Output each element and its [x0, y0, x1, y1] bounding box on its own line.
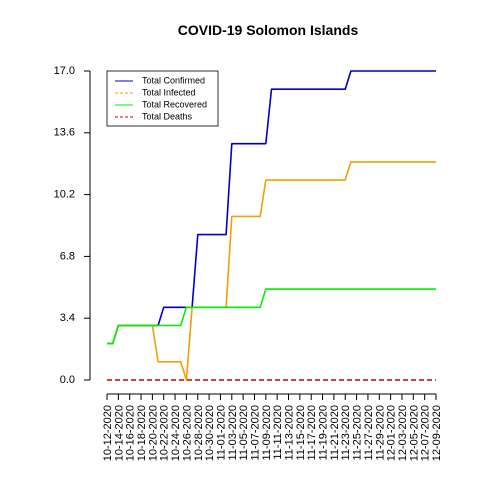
legend: Total Confirmed Total Infected Total Recov…	[107, 71, 218, 126]
y-tick-label: 17.0	[54, 65, 75, 77]
chart-title: COVID-19 Solomon Islands	[178, 22, 359, 38]
legend-label: Total Recovered	[142, 99, 207, 109]
x-tick-label: 10-14-2020	[113, 405, 125, 461]
x-tick-label: 10-12-2020	[102, 405, 114, 461]
x-tick-label: 10-16-2020	[125, 405, 137, 461]
x-tick-label: 10-26-2020	[181, 405, 193, 461]
x-tick-label: 12-05-2020	[408, 405, 420, 461]
x-tick-label: 11-21-2020	[329, 405, 341, 460]
x-tick-label: 12-09-2020	[431, 405, 443, 461]
x-tick-label: 11-25-2020	[352, 405, 364, 460]
x-tick-label: 11-07-2020	[249, 405, 261, 460]
x-tick-label: 10-18-2020	[136, 405, 148, 461]
y-tick-label: 6.8	[60, 250, 75, 262]
x-axis-ticks: 10-12-2020 10-14-2020 10-16-2020 10-18-2020…	[102, 394, 443, 461]
x-tick-label: 11-01-2020	[215, 405, 227, 460]
x-tick-label: 11-11-2020	[272, 405, 284, 460]
x-tick-label: 10-22-2020	[159, 405, 171, 461]
legend-label: Total Deaths	[142, 111, 193, 121]
y-tick-label: 13.6	[54, 127, 75, 139]
y-tick-label: 0.0	[60, 374, 75, 386]
x-tick-label: 11-13-2020	[284, 405, 296, 460]
y-tick-label: 10.2	[54, 189, 75, 201]
x-tick-label: 12-03-2020	[397, 405, 409, 461]
x-tick-label: 12-01-2020	[386, 405, 398, 461]
x-tick-label: 10-28-2020	[193, 405, 205, 461]
series-line-total-infected	[107, 162, 436, 380]
x-tick-label: 11-03-2020	[227, 405, 239, 460]
x-tick-label: 11-15-2020	[295, 405, 307, 460]
y-tick-label: 3.4	[60, 312, 75, 324]
legend-label: Total Confirmed	[142, 75, 205, 85]
x-tick-label: 11-05-2020	[238, 405, 250, 460]
x-tick-label: 11-19-2020	[318, 405, 330, 460]
x-tick-label: 10-24-2020	[170, 405, 182, 461]
x-tick-label: 12-07-2020	[420, 405, 432, 461]
x-tick-label: 10-30-2020	[204, 405, 216, 461]
legend-label: Total Infected	[142, 87, 196, 97]
x-tick-label: 11-17-2020	[306, 405, 318, 460]
x-tick-label: 11-23-2020	[340, 405, 352, 460]
x-tick-label: 10-20-2020	[147, 405, 159, 461]
x-tick-label: 11-09-2020	[261, 405, 273, 460]
y-axis-ticks: 0.0 3.4 6.8 10.2 13.6 17.0	[54, 65, 90, 386]
x-tick-label: 11-29-2020	[374, 405, 386, 460]
series-line-total-recovered	[107, 289, 436, 344]
x-tick-label: 11-27-2020	[363, 405, 375, 460]
